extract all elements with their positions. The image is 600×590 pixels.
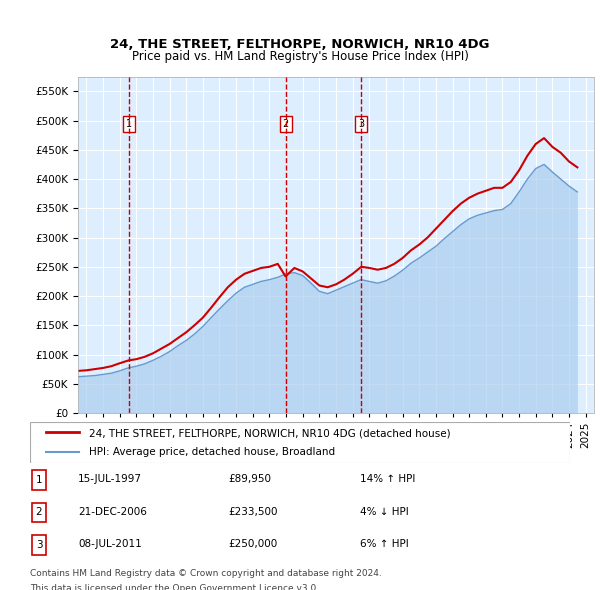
Text: 1: 1 (35, 475, 43, 485)
Text: HPI: Average price, detached house, Broadland: HPI: Average price, detached house, Broa… (89, 447, 335, 457)
FancyBboxPatch shape (32, 503, 46, 522)
Text: 15-JUL-1997: 15-JUL-1997 (78, 474, 142, 484)
Text: 2: 2 (283, 119, 289, 129)
Text: 21-DEC-2006: 21-DEC-2006 (78, 507, 147, 516)
FancyBboxPatch shape (30, 422, 570, 463)
Text: 14% ↑ HPI: 14% ↑ HPI (360, 474, 415, 484)
Text: £250,000: £250,000 (228, 539, 277, 549)
Text: This data is licensed under the Open Government Licence v3.0.: This data is licensed under the Open Gov… (30, 584, 319, 590)
Text: 4% ↓ HPI: 4% ↓ HPI (360, 507, 409, 516)
Text: £233,500: £233,500 (228, 507, 277, 516)
Text: 08-JUL-2011: 08-JUL-2011 (78, 539, 142, 549)
Text: Price paid vs. HM Land Registry's House Price Index (HPI): Price paid vs. HM Land Registry's House … (131, 50, 469, 63)
FancyBboxPatch shape (32, 535, 46, 555)
Text: 3: 3 (358, 119, 364, 129)
Text: 1: 1 (125, 119, 131, 129)
FancyBboxPatch shape (32, 470, 46, 490)
Text: Contains HM Land Registry data © Crown copyright and database right 2024.: Contains HM Land Registry data © Crown c… (30, 569, 382, 578)
Text: 2: 2 (35, 507, 43, 517)
Text: 3: 3 (35, 540, 43, 550)
Text: £89,950: £89,950 (228, 474, 271, 484)
Text: 24, THE STREET, FELTHORPE, NORWICH, NR10 4DG (detached house): 24, THE STREET, FELTHORPE, NORWICH, NR10… (89, 428, 451, 438)
Text: 6% ↑ HPI: 6% ↑ HPI (360, 539, 409, 549)
Text: 24, THE STREET, FELTHORPE, NORWICH, NR10 4DG: 24, THE STREET, FELTHORPE, NORWICH, NR10… (110, 38, 490, 51)
